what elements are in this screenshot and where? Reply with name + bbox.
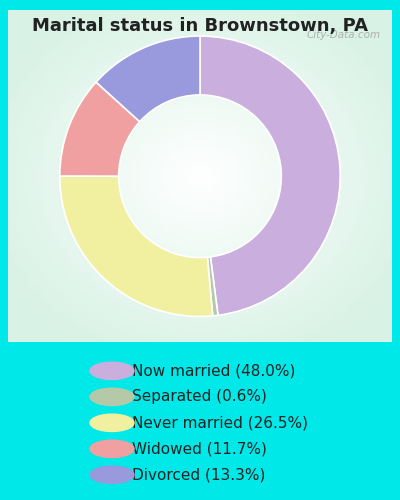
Text: City-Data.com: City-Data.com [306,30,380,40]
Wedge shape [60,82,140,176]
Text: Now married (48.0%): Now married (48.0%) [132,364,295,378]
Wedge shape [200,36,340,316]
Text: Separated (0.6%): Separated (0.6%) [132,390,267,404]
Wedge shape [96,36,200,121]
Circle shape [90,466,134,483]
Text: Marital status in Brownstown, PA: Marital status in Brownstown, PA [32,18,368,36]
Wedge shape [60,176,213,316]
Circle shape [90,362,134,380]
Text: Divorced (13.3%): Divorced (13.3%) [132,468,265,482]
Text: Never married (26.5%): Never married (26.5%) [132,416,308,430]
Circle shape [90,388,134,406]
Wedge shape [207,257,218,316]
Circle shape [90,440,134,458]
Circle shape [90,414,134,432]
Text: Widowed (11.7%): Widowed (11.7%) [132,442,267,456]
